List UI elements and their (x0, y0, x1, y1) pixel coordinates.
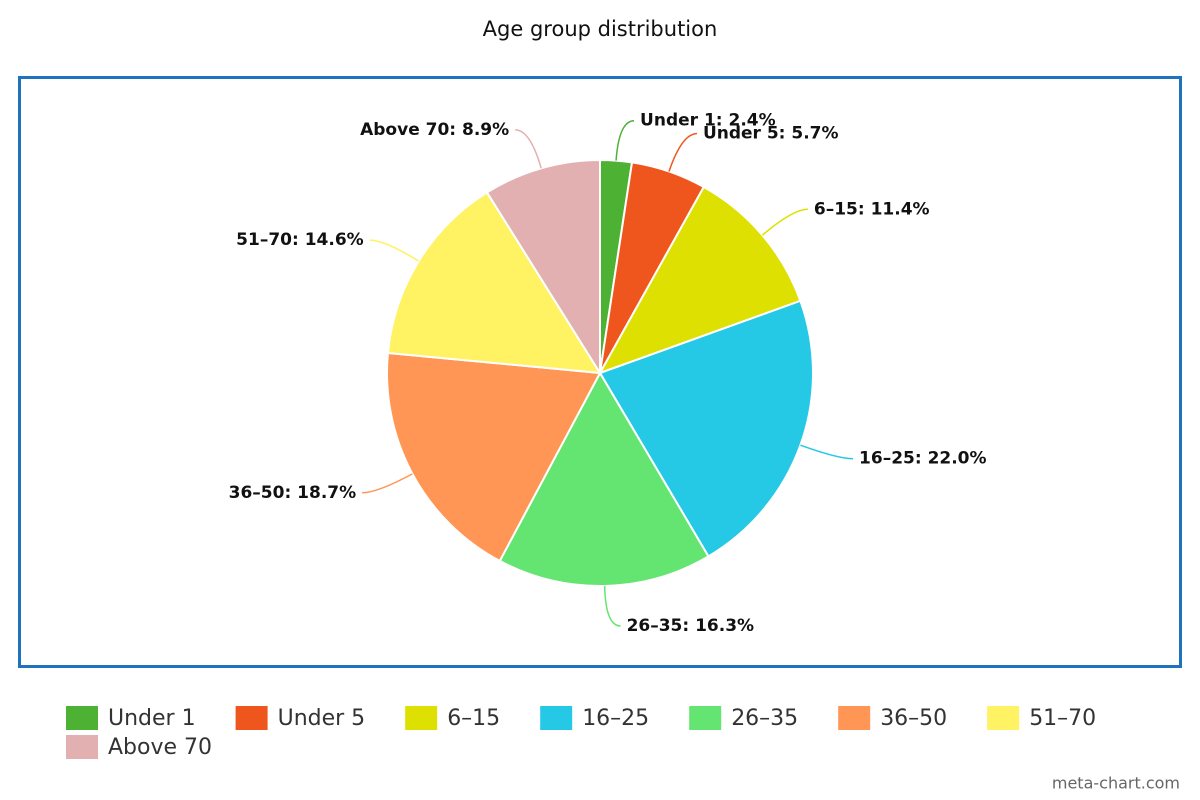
legend-label: Under 1 (108, 706, 196, 731)
legend-label: Under 5 (278, 706, 366, 731)
data-label: 6–15: 11.4% (814, 199, 930, 219)
pie-slice (597, 185, 802, 375)
leader-line (668, 132, 698, 172)
pie-slice (485, 158, 601, 377)
legend-label: 6–15 (447, 706, 500, 731)
leader-line (800, 444, 854, 460)
data-label: Under 1: 2.4% (640, 111, 776, 131)
plot-frame (18, 76, 1182, 668)
data-label: 51–70: 14.6% (236, 230, 364, 250)
legend-swatch (987, 706, 1020, 730)
pie-slice (386, 191, 602, 375)
legend-swatch (66, 706, 98, 730)
data-label: 36–50: 18.7% (229, 483, 357, 503)
data-label: Under 5: 5.7% (703, 124, 839, 144)
legend-label: Above 70 (108, 735, 212, 760)
data-label: 26–35: 16.3% (627, 616, 755, 636)
chart-title: Age group distribution (483, 17, 718, 41)
legend-swatch (405, 706, 438, 730)
legend-swatch (540, 706, 573, 730)
legend-swatch (66, 735, 98, 759)
leader-line (761, 208, 808, 236)
legend-label: 16–25 (582, 706, 649, 731)
data-label: Above 70: 8.9% (360, 120, 509, 140)
legend-swatch (689, 706, 722, 730)
leader-line (603, 585, 621, 627)
legend-swatch (235, 706, 268, 730)
source-credit: meta-chart.com (1052, 774, 1180, 793)
pie-slice (386, 351, 602, 563)
legend-label: 36–50 (880, 706, 947, 731)
data-label: 16–25: 22.0% (859, 449, 987, 469)
legend-label: 26–35 (731, 706, 798, 731)
leader-line (515, 129, 542, 169)
leader-line (362, 473, 413, 494)
leader-line (615, 119, 635, 161)
legend-swatch (838, 706, 871, 730)
pie-slice (598, 299, 814, 558)
leader-line (369, 239, 420, 262)
legend-label: 51–70 (1029, 706, 1096, 731)
